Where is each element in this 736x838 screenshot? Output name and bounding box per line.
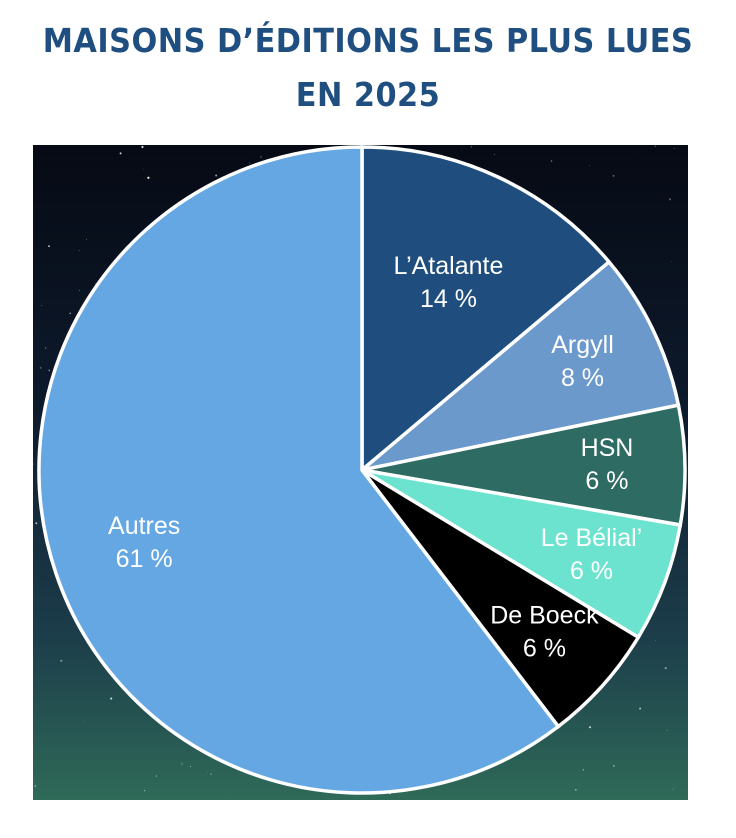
star bbox=[215, 174, 218, 177]
star bbox=[39, 366, 42, 369]
star bbox=[612, 174, 615, 177]
chart-title-line-2: EN 2025 bbox=[295, 75, 441, 114]
star bbox=[141, 145, 144, 149]
star bbox=[664, 667, 667, 670]
chart-title-line-1: MAISONS D’ÉDITIONS LES PLUS LUES bbox=[42, 21, 694, 60]
star bbox=[249, 162, 250, 164]
star bbox=[48, 369, 51, 372]
pie-slice-le-b-lial- bbox=[361, 468, 683, 640]
star bbox=[589, 165, 590, 166]
star bbox=[143, 169, 144, 170]
star bbox=[78, 250, 80, 252]
star bbox=[666, 729, 668, 731]
pie-slice-l-atalante bbox=[360, 145, 612, 474]
star bbox=[672, 788, 674, 790]
star bbox=[639, 707, 642, 710]
pie-slice-de-boeck bbox=[360, 468, 641, 729]
slice-value-label: 8 % bbox=[561, 364, 604, 392]
slice-label-label: Argyll bbox=[551, 331, 614, 359]
star bbox=[155, 775, 157, 777]
star bbox=[673, 147, 675, 149]
star bbox=[48, 245, 50, 248]
pie-slice-autres bbox=[37, 145, 561, 795]
slice-label-label: De Boeck bbox=[490, 602, 599, 630]
slice-label-label: HSN bbox=[581, 434, 634, 462]
slice-value-label: 61 % bbox=[116, 545, 173, 573]
star bbox=[550, 160, 553, 162]
star bbox=[60, 659, 63, 662]
star bbox=[260, 156, 262, 158]
star bbox=[110, 697, 113, 700]
star bbox=[34, 785, 37, 787]
slice-value-label: 6 % bbox=[523, 635, 566, 663]
chart-title: MAISONS D’ÉDITIONS LES PLUS LUES EN 2025 bbox=[29, 14, 706, 122]
star bbox=[86, 238, 87, 240]
star bbox=[613, 765, 615, 767]
star bbox=[79, 289, 81, 291]
star bbox=[119, 152, 122, 155]
slice-value-label: 6 % bbox=[570, 557, 613, 585]
slice-label-label: Le Bélial’ bbox=[541, 524, 642, 552]
star bbox=[494, 154, 495, 155]
star bbox=[44, 347, 47, 349]
slice-label-label: L’Atalante bbox=[394, 252, 504, 280]
star bbox=[143, 789, 146, 792]
star bbox=[189, 765, 192, 767]
star bbox=[461, 149, 462, 151]
star bbox=[69, 312, 71, 314]
star bbox=[41, 305, 43, 307]
star bbox=[470, 146, 472, 148]
slice-value-label: 14 % bbox=[420, 285, 477, 313]
star bbox=[654, 639, 656, 641]
star bbox=[225, 798, 227, 800]
star bbox=[582, 769, 585, 771]
slice-value-label: 6 % bbox=[585, 467, 628, 495]
star bbox=[210, 773, 212, 775]
star bbox=[668, 198, 672, 201]
star bbox=[207, 771, 209, 772]
pie-slice-argyll bbox=[360, 259, 681, 472]
pie-slice-hsn bbox=[361, 403, 687, 528]
star bbox=[654, 145, 656, 147]
star bbox=[35, 522, 38, 525]
slice-label-label: Autres bbox=[108, 512, 180, 540]
star bbox=[32, 463, 34, 465]
star bbox=[147, 176, 150, 179]
star bbox=[181, 763, 183, 765]
star bbox=[588, 726, 592, 729]
star bbox=[670, 260, 672, 262]
star bbox=[574, 788, 577, 791]
star bbox=[83, 721, 84, 723]
